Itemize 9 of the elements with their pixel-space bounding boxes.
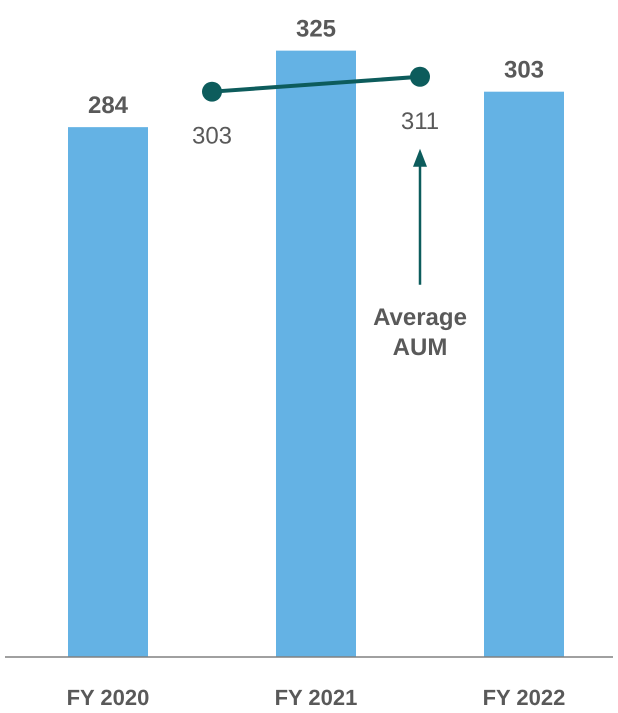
x-tick-label: FY 2020 [66,685,150,710]
data-label: 311 [400,108,440,135]
data-label: 303 [504,56,544,84]
data-label: 325 [296,16,336,43]
x-tick-label: FY 2022 [482,685,566,710]
data-label: 303 [192,122,232,150]
data-label: 284 [88,92,129,120]
annotation: Average AUM [373,304,467,361]
x-tick-label: FY 2021 [274,685,358,710]
